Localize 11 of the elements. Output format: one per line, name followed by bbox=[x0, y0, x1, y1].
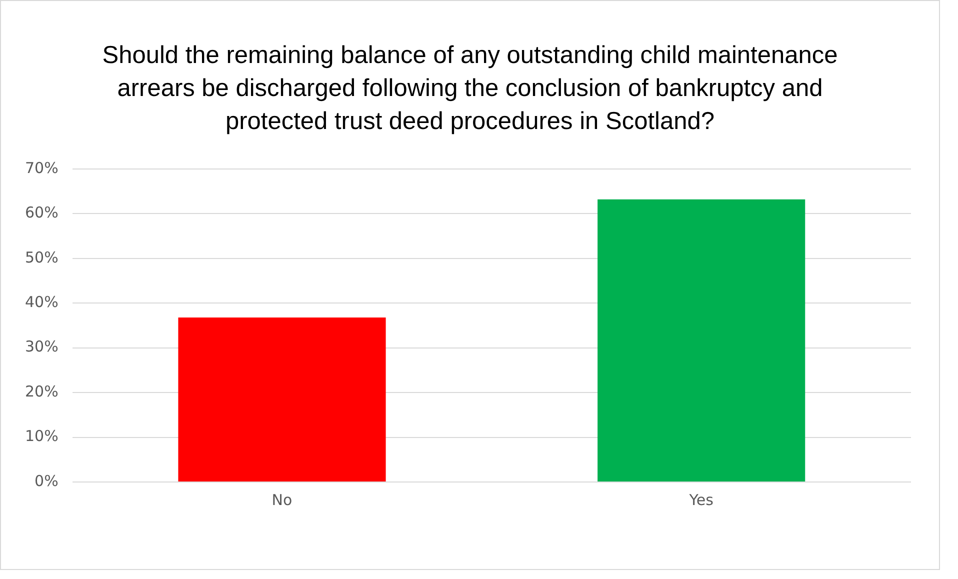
y-tick-label: 70% bbox=[24, 158, 58, 177]
chart-title: Should the remaining balance of any outstanding child maintenance arrears be discharged following the conclusion of bankruptcy and protected trust deed procedures in Scotland? bbox=[101, 41, 839, 137]
y-tick-label: 30% bbox=[24, 338, 58, 356]
y-tick-label: 10% bbox=[24, 427, 58, 446]
x-tick-label: Yes bbox=[688, 490, 714, 509]
x-tick-label: No bbox=[272, 490, 292, 509]
y-tick-label: 60% bbox=[24, 204, 58, 222]
y-tick-label: 20% bbox=[24, 382, 58, 400]
y-tick-label: 50% bbox=[24, 248, 58, 266]
y-tick-label: 0% bbox=[34, 472, 58, 490]
y-tick-label: 40% bbox=[24, 293, 58, 312]
